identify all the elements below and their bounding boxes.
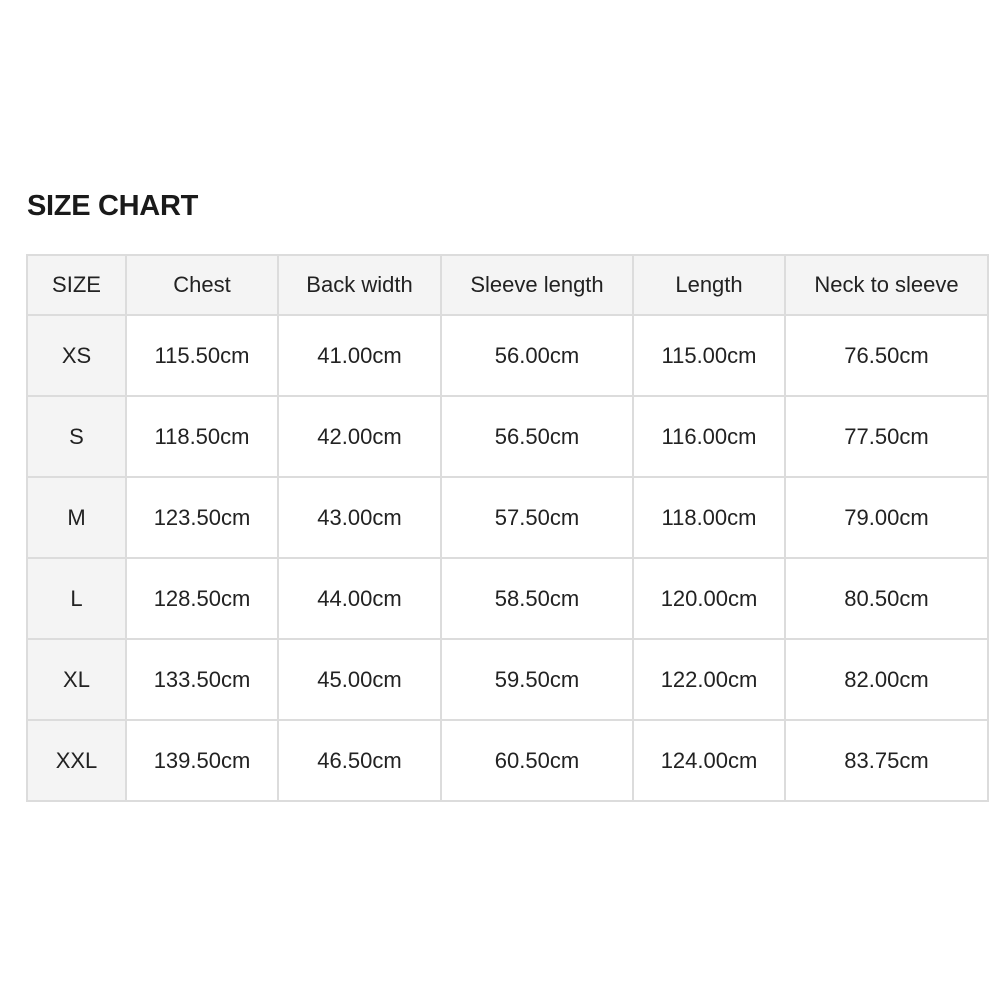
cell-chest: 133.50cm [125, 638, 279, 721]
cell-length: 122.00cm [632, 638, 786, 721]
cell-back-width: 43.00cm [277, 476, 442, 559]
cell-neck-to-sleeve: 83.75cm [784, 719, 989, 802]
cell-back-width: 41.00cm [277, 314, 442, 397]
cell-size: XS [26, 314, 127, 397]
cell-sleeve-length: 56.00cm [440, 314, 634, 397]
cell-length: 116.00cm [632, 395, 786, 478]
table-row: S 118.50cm 42.00cm 56.50cm 116.00cm 77.50cm [26, 395, 989, 478]
cell-neck-to-sleeve: 76.50cm [784, 314, 989, 397]
cell-size: L [26, 557, 127, 640]
cell-length: 118.00cm [632, 476, 786, 559]
column-header-length: Length [632, 254, 786, 316]
size-chart-table: SIZE Chest Back width Sleeve length Leng… [26, 254, 989, 802]
cell-neck-to-sleeve: 77.50cm [784, 395, 989, 478]
cell-chest: 123.50cm [125, 476, 279, 559]
cell-size: M [26, 476, 127, 559]
column-header-back-width: Back width [277, 254, 442, 316]
cell-chest: 115.50cm [125, 314, 279, 397]
table-row: XL 133.50cm 45.00cm 59.50cm 122.00cm 82.00cm [26, 638, 989, 721]
cell-sleeve-length: 59.50cm [440, 638, 634, 721]
column-header-sleeve-length: Sleeve length [440, 254, 634, 316]
page-title: SIZE CHART [27, 190, 199, 222]
cell-sleeve-length: 60.50cm [440, 719, 634, 802]
cell-length: 120.00cm [632, 557, 786, 640]
cell-size: XL [26, 638, 127, 721]
table-row: XXL 139.50cm 46.50cm 60.50cm 124.00cm 83.75cm [26, 719, 989, 802]
column-header-neck-to-sleeve: Neck to sleeve [784, 254, 989, 316]
table-row: XS 115.50cm 41.00cm 56.00cm 115.00cm 76.50cm [26, 314, 989, 397]
cell-neck-to-sleeve: 82.00cm [784, 638, 989, 721]
cell-back-width: 44.00cm [277, 557, 442, 640]
header-row: SIZE Chest Back width Sleeve length Leng… [26, 254, 989, 316]
cell-chest: 128.50cm [125, 557, 279, 640]
column-header-size: SIZE [26, 254, 127, 316]
cell-back-width: 42.00cm [277, 395, 442, 478]
column-header-chest: Chest [125, 254, 279, 316]
cell-sleeve-length: 58.50cm [440, 557, 634, 640]
cell-size: XXL [26, 719, 127, 802]
cell-neck-to-sleeve: 80.50cm [784, 557, 989, 640]
cell-chest: 118.50cm [125, 395, 279, 478]
cell-length: 115.00cm [632, 314, 786, 397]
cell-back-width: 46.50cm [277, 719, 442, 802]
cell-neck-to-sleeve: 79.00cm [784, 476, 989, 559]
table-row: L 128.50cm 44.00cm 58.50cm 120.00cm 80.50cm [26, 557, 989, 640]
cell-size: S [26, 395, 127, 478]
table-row: M 123.50cm 43.00cm 57.50cm 118.00cm 79.00cm [26, 476, 989, 559]
cell-chest: 139.50cm [125, 719, 279, 802]
cell-sleeve-length: 56.50cm [440, 395, 634, 478]
cell-back-width: 45.00cm [277, 638, 442, 721]
cell-length: 124.00cm [632, 719, 786, 802]
cell-sleeve-length: 57.50cm [440, 476, 634, 559]
